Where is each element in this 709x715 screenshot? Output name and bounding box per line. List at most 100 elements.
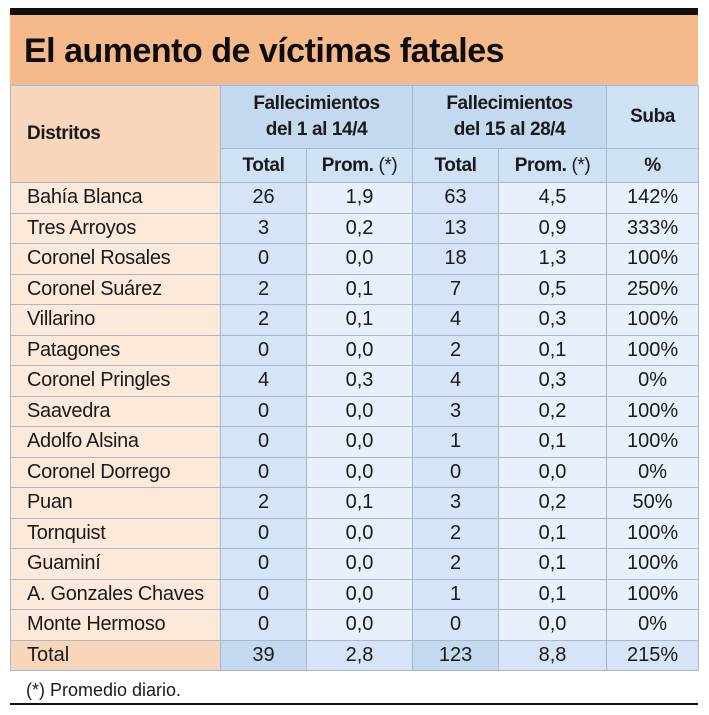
total-suba-pct: 215% (606, 639, 700, 671)
prom-period-1: 1,9 (305, 182, 414, 214)
table-row: Monte Hermoso 0 0,0 0 0,0 0% (10, 609, 700, 641)
total-period-1: 0 (220, 609, 307, 641)
total-period-2: 2 (412, 334, 500, 366)
suba-pct: 250% (606, 273, 700, 305)
header-total-2: Total (412, 148, 500, 183)
header-group-1-line-1: Fallecimientos (253, 93, 380, 114)
prom-period-1: 0,1 (305, 304, 414, 336)
prom-period-2: 0,3 (498, 365, 608, 397)
table-row: Bahía Blanca 26 1,9 63 4,5 142% (10, 182, 700, 214)
total-period-2: 2 (412, 548, 500, 580)
header-distritos: Distritos (10, 85, 221, 183)
suba-pct: 100% (606, 548, 700, 580)
total-period-1: 0 (220, 426, 307, 458)
table-row: A. Gonzales Chaves 0 0,0 1 0,1 100% (10, 578, 700, 610)
total-period-1: 0 (220, 243, 307, 275)
total-period-1: 0 (220, 456, 307, 488)
prom-period-2: 0,1 (498, 517, 608, 549)
total-sum-period-1: 39 (220, 639, 307, 671)
header-suba: Suba (606, 85, 700, 149)
header-group-period-1: Fallecimientos del 1 al 14/4 (219, 85, 414, 149)
district-name: Coronel Rosales (10, 243, 221, 275)
prom-period-1: 0,0 (305, 395, 414, 427)
prom-period-2: 0,0 (498, 609, 608, 641)
prom-period-1: 0,1 (305, 487, 414, 519)
header-prom-2: Prom. (*) (498, 148, 608, 183)
suba-pct: 100% (606, 334, 700, 366)
suba-pct: 0% (606, 365, 700, 397)
prom-period-1: 0,0 (305, 243, 414, 275)
district-name: Bahía Blanca (10, 182, 221, 214)
prom-period-2: 1,3 (498, 243, 608, 275)
header-prom-2-label: Prom. (514, 154, 567, 176)
suba-pct: 100% (606, 304, 700, 336)
total-period-1: 2 (220, 487, 307, 519)
prom-period-2: 0,1 (498, 426, 608, 458)
prom-period-2: 4,5 (498, 182, 608, 214)
header-group-2-line-1: Fallecimientos (446, 93, 573, 114)
total-period-2: 1 (412, 578, 500, 610)
total-period-2: 0 (412, 609, 500, 641)
prom-period-2: 0,0 (498, 456, 608, 488)
prom-period-2: 0,1 (498, 578, 608, 610)
total-period-2: 4 (412, 365, 500, 397)
total-period-1: 4 (220, 365, 307, 397)
suba-pct: 0% (606, 609, 700, 641)
header-prom-2-note: (*) (571, 154, 591, 176)
total-period-1: 0 (220, 548, 307, 580)
total-period-1: 0 (220, 334, 307, 366)
prom-period-1: 0,0 (305, 456, 414, 488)
table-row: Coronel Dorrego 0 0,0 0 0,0 0% (10, 456, 700, 488)
prom-period-1: 0,0 (305, 517, 414, 549)
prom-period-2: 0,1 (498, 334, 608, 366)
prom-period-1: 0,0 (305, 426, 414, 458)
prom-period-1: 0,0 (305, 334, 414, 366)
total-label: Total (10, 639, 221, 671)
title-band: El aumento de víctimas fatales (10, 15, 698, 85)
prom-period-1: 0,3 (305, 365, 414, 397)
suba-pct: 333% (606, 212, 700, 244)
deaths-table: Distritos Fallecimientos del 1 al 14/4 F… (10, 85, 700, 671)
prom-period-1: 0,0 (305, 609, 414, 641)
suba-pct: 0% (606, 456, 700, 488)
header-group-2-line-2: del 15 al 28/4 (453, 119, 566, 140)
table-row: Coronel Pringles 4 0,3 4 0,3 0% (10, 365, 700, 397)
total-prom-period-1: 2,8 (305, 639, 414, 671)
district-name: Coronel Suárez (10, 273, 221, 305)
prom-period-2: 0,2 (498, 487, 608, 519)
suba-pct: 100% (606, 426, 700, 458)
total-row: Total 39 2,8 123 8,8 215% (10, 639, 700, 671)
total-period-2: 2 (412, 517, 500, 549)
prom-period-2: 0,5 (498, 273, 608, 305)
district-name: Patagones (10, 334, 221, 366)
total-period-2: 1 (412, 426, 500, 458)
table-row: Villarino 2 0,1 4 0,3 100% (10, 304, 700, 336)
total-period-2: 0 (412, 456, 500, 488)
header-prom-1: Prom. (*) (305, 148, 414, 183)
total-period-1: 0 (220, 578, 307, 610)
header-row-sub: Total Prom. (*) Total Prom. (*) % (11, 148, 700, 183)
header-pct: % (606, 148, 700, 183)
header-group-period-2: Fallecimientos del 15 al 28/4 (412, 85, 608, 149)
total-period-2: 4 (412, 304, 500, 336)
table-row: Patagones 0 0,0 2 0,1 100% (10, 334, 700, 366)
prom-period-1: 0,1 (305, 273, 414, 305)
header-group-1-line-2: del 1 al 14/4 (265, 119, 368, 140)
district-name: Saavedra (10, 395, 221, 427)
top-rule (10, 8, 698, 15)
table-row: Adolfo Alsina 0 0,0 1 0,1 100% (10, 426, 700, 458)
total-period-1: 0 (220, 395, 307, 427)
total-period-2: 7 (412, 273, 500, 305)
prom-period-2: 0,1 (498, 548, 608, 580)
district-name: Guaminí (10, 548, 221, 580)
district-name: Coronel Pringles (10, 365, 221, 397)
infographic: El aumento de víctimas fatales Distritos… (10, 8, 700, 705)
total-period-2: 3 (412, 395, 500, 427)
header-row-top: Distritos Fallecimientos del 1 al 14/4 F… (10, 85, 700, 183)
suba-pct: 50% (606, 487, 700, 519)
prom-period-1: 0,2 (305, 212, 414, 244)
total-period-1: 3 (220, 212, 307, 244)
table-row: Coronel Rosales 0 0,0 18 1,3 100% (10, 243, 700, 275)
suba-pct: 142% (606, 182, 700, 214)
table-row: Saavedra 0 0,0 3 0,2 100% (10, 395, 700, 427)
